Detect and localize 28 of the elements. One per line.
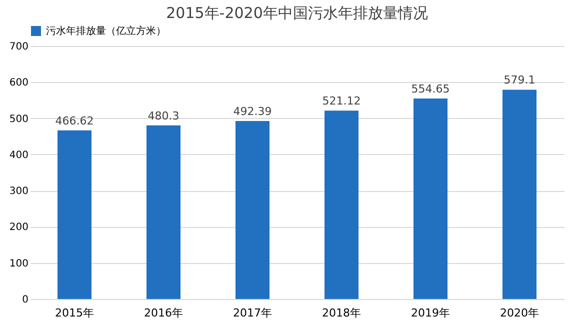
legend-label: 污水年排放量（亿立方米） — [46, 25, 166, 37]
data-label: 554.65 — [411, 82, 450, 96]
bar — [414, 98, 448, 299]
y-tick-label: 0 — [22, 294, 28, 306]
data-label: 492.39 — [233, 105, 272, 118]
y-tick-label: 400 — [9, 150, 28, 161]
y-tick-label: 600 — [9, 78, 28, 89]
x-tick-label: 2017年 — [233, 306, 272, 320]
x-tick-label: 2016年 — [144, 306, 183, 320]
y-tick-label: 700 — [9, 42, 28, 52]
x-tick-label: 2020年 — [500, 306, 539, 320]
y-tick-label: 500 — [9, 114, 28, 125]
bar — [324, 110, 358, 299]
y-tick-label: 200 — [9, 222, 28, 234]
data-label: 579.1 — [504, 74, 536, 87]
chart-title: 2015年-2020年中国污水年排放量情况 — [166, 4, 428, 22]
data-label: 521.12 — [322, 94, 361, 108]
x-tick-label: 2019年 — [411, 306, 450, 320]
x-tick-label: 2015年 — [55, 306, 94, 320]
data-label: 480.3 — [148, 109, 180, 122]
y-tick-label: 300 — [9, 186, 28, 198]
bar — [236, 121, 270, 299]
bar — [146, 125, 180, 299]
bar — [502, 90, 536, 299]
bar — [58, 130, 92, 299]
data-label: 466.62 — [55, 114, 94, 128]
x-tick-label: 2018年 — [322, 306, 361, 320]
y-tick-label: 100 — [9, 258, 28, 270]
